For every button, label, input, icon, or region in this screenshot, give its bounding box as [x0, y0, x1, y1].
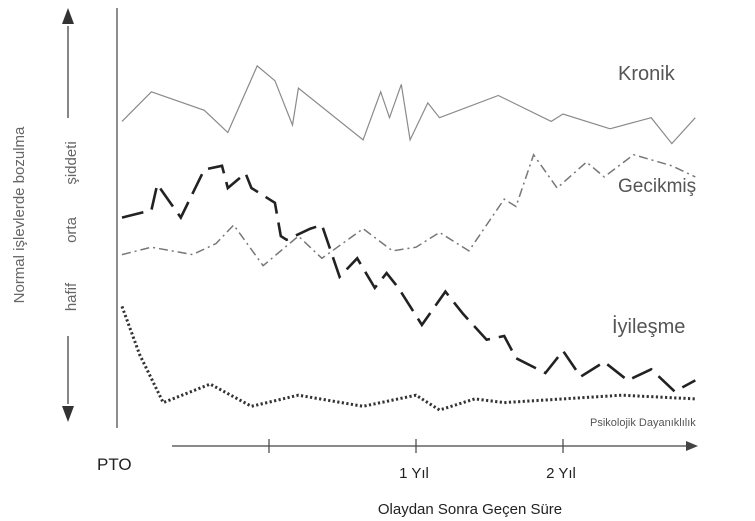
- y-level-label: hafif: [63, 282, 80, 311]
- series-group: [120, 64, 696, 412]
- series-line-3: [121, 164, 696, 394]
- y-axis-title: Normal işlevlerde bozulma: [11, 126, 28, 303]
- series-label-1: Kronik: [618, 63, 676, 85]
- origin-label: PTO: [97, 455, 132, 474]
- y-level-label: şiddeti: [63, 141, 80, 184]
- series-line-2: [121, 153, 696, 267]
- x-tick-label: 1 Yıl: [399, 465, 429, 482]
- severity-arrowhead-up: [62, 8, 74, 24]
- series-label-3: İyileşme: [612, 315, 685, 338]
- series-line-4: [120, 305, 696, 412]
- series-line-1: [121, 64, 696, 145]
- x-axis-arrowhead: [686, 441, 698, 451]
- series-labels: Kronik Gecikmiş İyileşme Psikolojik Dayanık…: [590, 63, 696, 429]
- x-tick-label: 2 Yıl: [546, 465, 576, 482]
- series-label-4: Psikolojik Dayanıklılık: [590, 417, 696, 429]
- y-level-label: orta: [63, 216, 80, 243]
- severity-arrowhead-down: [62, 406, 74, 422]
- x-axis-title: Olaydan Sonra Geçen Süre: [378, 501, 562, 518]
- series-label-2: Gecikmiş: [618, 176, 696, 197]
- x-ticks: 1 Yıl 2 Yıl: [268, 439, 576, 482]
